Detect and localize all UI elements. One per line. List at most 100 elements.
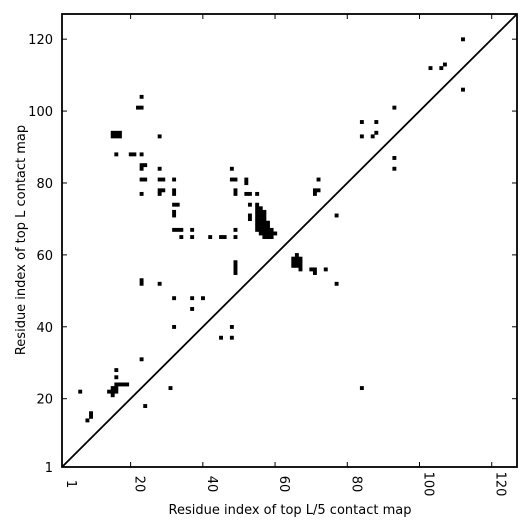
contact-point (139, 177, 144, 182)
contact-point (258, 213, 263, 218)
contact-point (190, 307, 195, 311)
contact-point (190, 235, 195, 240)
contact-point (139, 94, 144, 99)
contact-point (89, 411, 93, 416)
contact-point (136, 105, 140, 110)
contact-point (334, 281, 339, 286)
x-tick-label: 80 (348, 476, 363, 493)
contact-point (172, 213, 177, 218)
contact-point (247, 191, 252, 196)
contact-point (172, 191, 177, 196)
contact-point (143, 404, 148, 408)
contact-point (312, 271, 317, 275)
contact-point (291, 260, 296, 265)
contact-point (273, 231, 278, 236)
contact-point (291, 256, 296, 261)
contact-point (255, 206, 260, 211)
x-tick-label: 40 (204, 476, 219, 493)
contact-point (168, 386, 173, 391)
contact-point (266, 235, 270, 240)
contact-point (157, 281, 162, 286)
contact-point (110, 130, 115, 135)
contact-point (392, 105, 397, 110)
contact-point (323, 267, 328, 272)
contact-point (258, 224, 263, 229)
contact-point (255, 209, 260, 214)
x-tick-label: 1 (63, 480, 78, 488)
contact-point (172, 296, 177, 301)
contact-point (201, 296, 205, 301)
contact-point (255, 202, 260, 207)
contact-point (374, 120, 379, 124)
contact-point (255, 224, 260, 229)
contact-point (128, 152, 133, 157)
contact-point (114, 152, 119, 157)
contact-point (233, 191, 238, 196)
contact-point (258, 206, 263, 211)
x-tick-label: 60 (276, 476, 291, 493)
contact-point (269, 227, 274, 232)
contact-point (190, 296, 195, 301)
contact-point (157, 177, 162, 182)
contact-point (139, 191, 144, 196)
contact-point (229, 335, 234, 340)
contact-point (269, 235, 274, 240)
contact-point (262, 220, 267, 225)
contact-point (312, 267, 317, 272)
contact-point (298, 263, 303, 268)
contact-point (89, 414, 93, 419)
contact-point (262, 217, 267, 222)
contact-point (219, 335, 223, 340)
contact-point (262, 227, 267, 232)
contact-point (266, 220, 270, 225)
contact-point (114, 134, 119, 139)
contact-point (157, 191, 162, 196)
contact-point (172, 209, 177, 214)
contact-point (298, 256, 303, 261)
contact-point (294, 253, 299, 257)
contact-point (244, 181, 249, 186)
contact-point (114, 386, 119, 391)
contact-point (294, 263, 299, 268)
contact-point (107, 389, 112, 394)
contact-point (233, 271, 238, 275)
x-tick-label: 120 (493, 472, 508, 497)
contact-point (359, 386, 364, 391)
contact-point (125, 382, 130, 387)
contact-point (139, 105, 144, 110)
contact-point (179, 227, 184, 232)
contact-point (266, 231, 270, 236)
contact-point (374, 130, 379, 135)
contact-point (78, 389, 83, 394)
y-tick-label: 100 (28, 105, 53, 120)
contact-point (269, 231, 274, 236)
y-tick-label: 1 (45, 461, 53, 476)
contact-point (233, 227, 238, 232)
contact-point (114, 375, 119, 380)
contact-point (233, 235, 238, 240)
contact-point (291, 263, 296, 268)
contact-point (172, 202, 177, 207)
contact-point (132, 152, 137, 157)
diagonal-line (61, 13, 518, 468)
contact-point (392, 166, 397, 171)
contact-point (157, 166, 162, 171)
contact-point (312, 191, 317, 196)
contact-point (255, 213, 260, 218)
contact-point (258, 220, 263, 225)
contact-point (222, 235, 227, 240)
contact-point (255, 220, 260, 225)
contact-point (139, 152, 144, 157)
contact-point (233, 177, 238, 182)
contact-point (258, 217, 263, 222)
contact-point (461, 37, 465, 42)
contact-point (262, 224, 267, 229)
contact-point (258, 227, 263, 232)
contact-point (117, 130, 122, 135)
contact-point (175, 227, 180, 232)
contact-point (229, 177, 234, 182)
contact-point (262, 231, 267, 236)
contact-point (298, 267, 303, 272)
contact-point (298, 260, 303, 265)
